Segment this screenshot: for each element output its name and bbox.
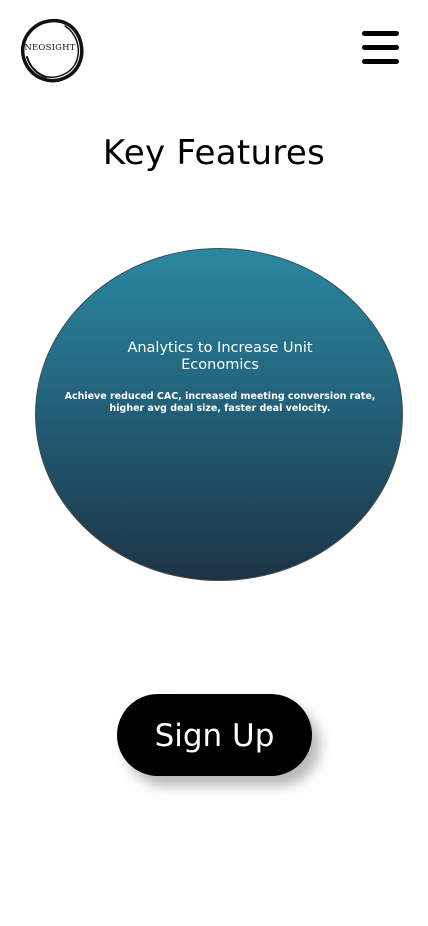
logo-text: NEOSIGHT — [24, 43, 76, 53]
menu-bar — [362, 59, 399, 64]
brush-circle-icon — [20, 18, 84, 83]
feature-description: Achieve reduced CAC, increased meeting c… — [64, 391, 376, 414]
feature-title: Analytics to Increase Unit Economics — [127, 340, 313, 373]
menu-bar — [362, 45, 399, 50]
feature-circle: Analytics to Increase Unit Economics Ach… — [35, 248, 403, 581]
signup-button[interactable]: Sign Up — [117, 694, 312, 776]
menu-bar — [362, 31, 399, 36]
hamburger-menu-icon[interactable] — [362, 31, 399, 65]
neosight-logo[interactable]: NEOSIGHT — [19, 17, 85, 83]
page-title: Key Features — [102, 133, 326, 173]
header: NEOSIGHT — [0, 0, 428, 100]
